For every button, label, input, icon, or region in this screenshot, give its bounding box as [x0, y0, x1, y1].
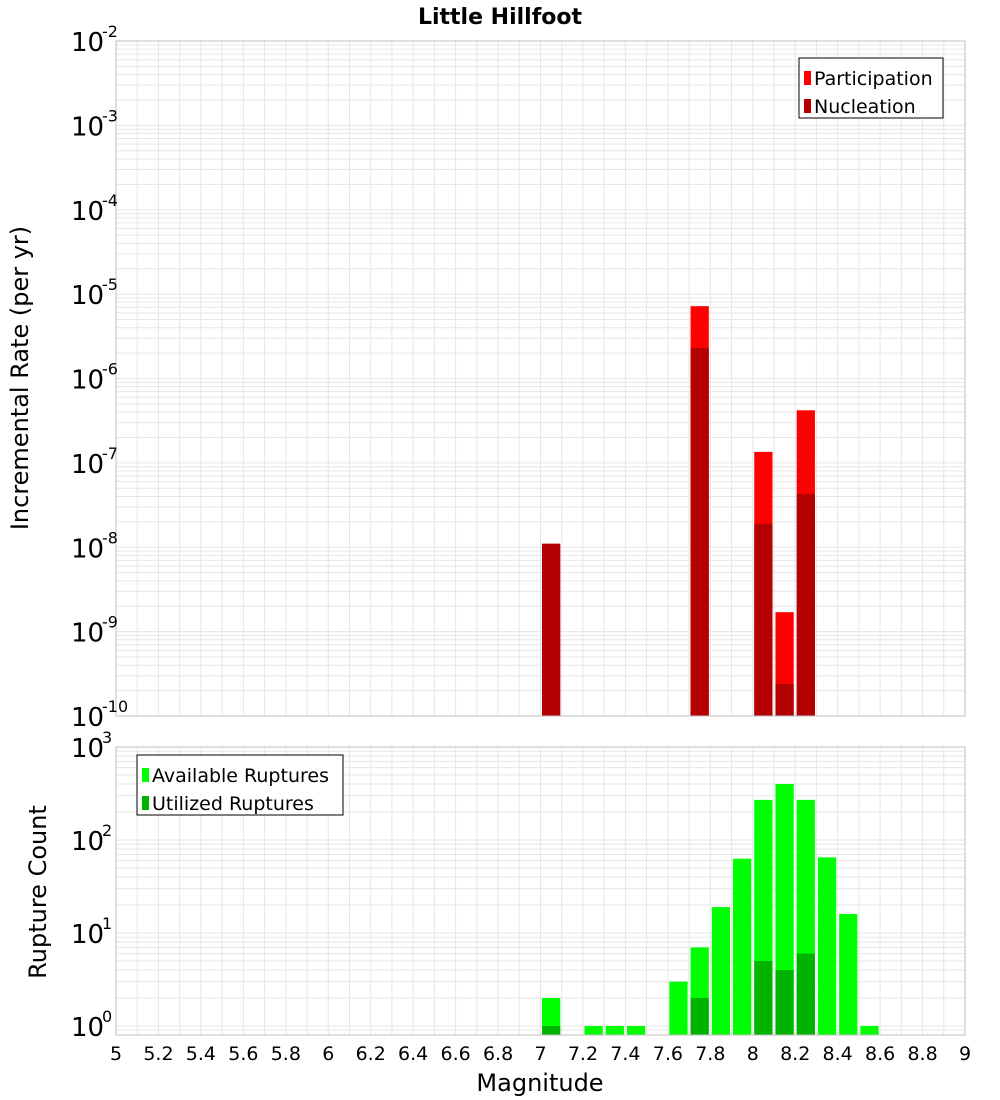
y-tick-label: 10 [71, 366, 104, 396]
utilized-ruptures-bar [690, 997, 709, 1035]
grid [115, 40, 966, 717]
y-tick-exponent: 0 [102, 1007, 112, 1026]
y-tick-exponent: -4 [102, 191, 118, 210]
available-ruptures-bar [626, 1025, 646, 1035]
utilized-ruptures-bar [796, 953, 815, 1035]
y-tick-label: 10 [71, 619, 104, 649]
y-tick-label: 10 [71, 112, 104, 142]
y-tick-label: 10 [71, 450, 104, 480]
x-tick-label: 8.8 [907, 1043, 937, 1065]
x-tick-label: 6 [322, 1043, 334, 1065]
nucleation-bar [775, 683, 794, 716]
y-tick-label: 10 [71, 827, 104, 857]
legend-swatch [804, 71, 811, 85]
x-tick-label: 6.6 [440, 1043, 470, 1065]
x-tick-label: 7 [534, 1043, 546, 1065]
x-tick-label: 5 [110, 1043, 122, 1065]
x-tick-label: 8 [747, 1043, 759, 1065]
y-tick-label: 10 [71, 1013, 104, 1043]
incremental-rate-plot: 10-1010-910-810-710-610-510-410-310-2Par… [71, 22, 966, 733]
available-ruptures-bar [839, 914, 858, 1035]
plot-frame [115, 40, 966, 717]
x-tick-label: 5.6 [228, 1043, 258, 1065]
nucleation-bar [754, 523, 773, 716]
x-tick-label: 6.4 [398, 1043, 428, 1065]
utilized-ruptures-bar [542, 1025, 561, 1035]
utilized-ruptures-bar [754, 960, 773, 1035]
x-tick-label: 6.8 [483, 1043, 513, 1065]
y-tick-label: 10 [71, 197, 104, 227]
chart-title: Little Hillfoot [418, 5, 583, 30]
y-tick-label: 10 [71, 920, 104, 950]
y-tick-exponent: -8 [102, 528, 118, 547]
available-ruptures-bar [733, 858, 752, 1035]
x-tick-label: 7.6 [653, 1043, 683, 1065]
legend-entry: Available Ruptures [152, 765, 329, 787]
y-tick-exponent: 2 [102, 821, 112, 840]
available-ruptures-bar [860, 1025, 879, 1035]
y-tick-exponent: -7 [102, 444, 118, 463]
magnitude-axis-label: Magnitude [476, 1069, 603, 1097]
legend-box [798, 57, 944, 119]
available-ruptures-bar [584, 1025, 603, 1035]
y-tick-label: 10 [71, 534, 104, 564]
legend-swatch [804, 99, 811, 113]
x-tick-label: 8.6 [865, 1043, 895, 1065]
y-tick-exponent: -10 [102, 697, 128, 716]
x-tick-label: 5.8 [271, 1043, 301, 1065]
y-tick-exponent: -5 [102, 275, 118, 294]
y-tick-exponent: -3 [102, 106, 118, 125]
available-ruptures-bar [669, 981, 688, 1035]
y-tick-label: 10 [71, 281, 104, 311]
utilized-ruptures-bar [775, 969, 794, 1035]
y-tick-exponent: 1 [102, 914, 112, 933]
x-tick-label: 7.4 [610, 1043, 640, 1065]
nucleation-bar [796, 493, 815, 716]
legend-box [136, 754, 344, 816]
plot-frame [115, 746, 966, 1036]
y-tick-label: 10 [71, 703, 104, 733]
y-tick-exponent: -6 [102, 360, 118, 379]
x-tick-label: 5.4 [186, 1043, 216, 1065]
available-ruptures-bar [605, 1025, 624, 1035]
x-tick-label: 7.2 [568, 1043, 598, 1065]
y-tick-label: 10 [71, 28, 104, 58]
legend-swatch [142, 768, 149, 782]
legend-entry: Nucleation [814, 96, 916, 118]
legend-swatch [142, 796, 149, 810]
x-tick-label: 7.8 [695, 1043, 725, 1065]
nucleation-bar [542, 543, 561, 716]
available-ruptures-bar [542, 997, 561, 1035]
available-ruptures-bar [711, 907, 731, 1035]
x-tick-label: 8.4 [823, 1043, 853, 1065]
rupture-count-axis-label: Rupture Count [24, 805, 52, 979]
available-ruptures-bar [817, 857, 837, 1035]
legend-entry: Participation [814, 68, 933, 90]
y-tick-label: 10 [71, 734, 104, 764]
y-tick-exponent: -9 [102, 613, 118, 632]
y-tick-exponent: 3 [102, 728, 112, 747]
x-tick-label: 9 [959, 1043, 971, 1065]
legend: Participation Nucleation [798, 57, 944, 119]
x-tick-label: 6.2 [356, 1043, 386, 1065]
legend-entry: Utilized Ruptures [152, 793, 314, 815]
x-tick-label: 5.2 [143, 1043, 173, 1065]
nucleation-bar [690, 347, 709, 716]
y-tick-exponent: -2 [102, 22, 118, 41]
incremental-rate-axis-label: Incremental Rate (per yr) [6, 226, 34, 530]
legend: Available Ruptures Utilized Ruptures [136, 754, 344, 816]
x-tick-label: 8.2 [780, 1043, 810, 1065]
